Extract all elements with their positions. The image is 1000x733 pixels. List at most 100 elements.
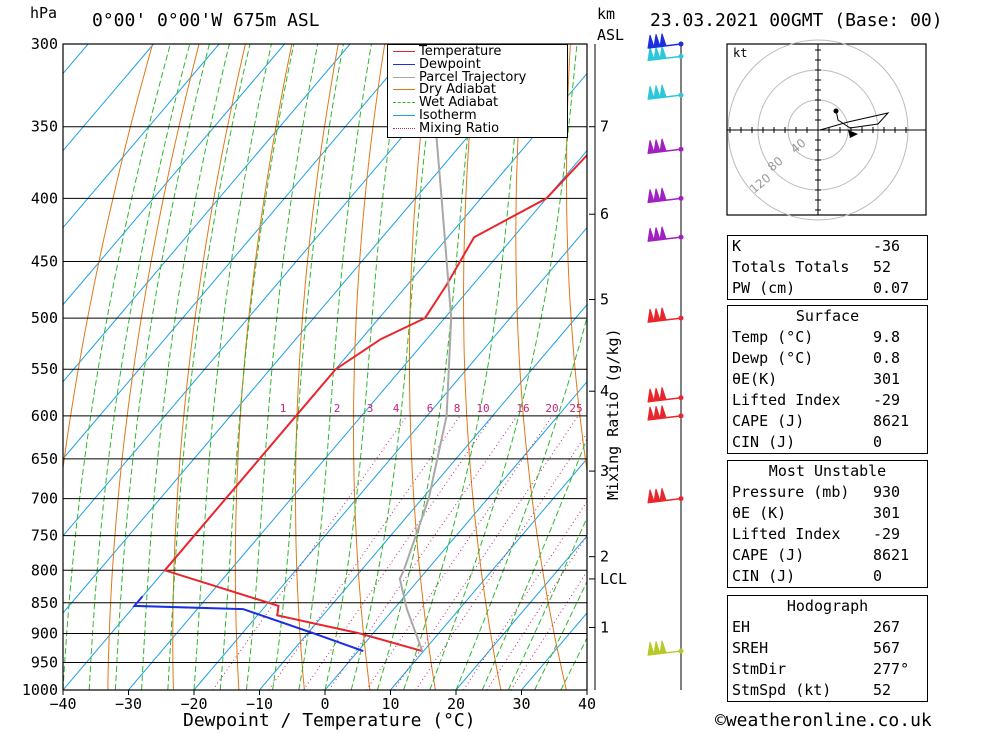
index-label: CIN (J) [732, 567, 796, 585]
wet-adiabat-line [507, 516, 587, 690]
surface-panel: Surface Temp (°C) 9.8 Dewp (°C) 0.8 θE(K) 301… [727, 305, 928, 454]
wet-adiabat-line [324, 44, 403, 690]
mixing-ratio-line [303, 415, 494, 690]
index-label: StmSpd (kt) [732, 681, 832, 699]
hodograph-panel: Hodograph EH 267 SREH 567 StmDir 277° StmSpd (… [727, 595, 928, 702]
mixing-ratio-label: 10 [476, 402, 489, 415]
index-label: Totals Totals [732, 258, 850, 276]
pressure-tick-label: 900 [31, 624, 58, 642]
index-row: StmDir 277° [728, 659, 927, 680]
pressure-tick-label: 850 [31, 594, 58, 612]
dry-adiabat-line [234, 44, 293, 690]
hodograph-unit: kt [733, 46, 748, 60]
legend-entry: Isotherm [388, 109, 567, 122]
pressure-tick-label: 700 [31, 490, 58, 508]
legend-swatch [393, 102, 415, 104]
index-label: Pressure (mb) [732, 483, 850, 501]
wind-barb [647, 187, 684, 204]
mixing-ratio-axis-title: Mixing Ratio (g/kg) [604, 328, 622, 500]
dry-adiabat-line [63, 44, 154, 472]
index-label: θE(K) [732, 370, 778, 388]
mixing-ratio-label: 1 [280, 402, 287, 415]
index-label: Temp (°C) [732, 328, 814, 346]
pressure-unit-label: hPa [30, 4, 58, 22]
index-row: Temp (°C) 9.8 [728, 327, 927, 348]
dry-adiabat-line [353, 44, 386, 690]
index-value: 301 [873, 370, 901, 388]
index-label: CAPE (J) [732, 412, 805, 430]
wet-adiabat-line [219, 44, 295, 690]
index-value: -29 [873, 391, 901, 409]
isotherm-line [324, 380, 587, 690]
mixing-ratio-label: 8 [454, 402, 461, 415]
isotherm-line [63, 44, 220, 229]
km-tick-label: LCL [600, 570, 627, 588]
wet-adiabat-line [534, 580, 587, 690]
series-line-temperature [163, 153, 587, 653]
mixing-ratio-label: 20 [545, 402, 558, 415]
legend-swatch [393, 51, 415, 52]
index-label: Lifted Index [732, 525, 841, 543]
index-value: 0.07 [873, 279, 910, 297]
index-row: SREH 567 [728, 638, 927, 659]
index-row: θE (K) 301 [728, 503, 927, 524]
x-tick-label: 20 [447, 695, 465, 713]
km-unit-label: km [597, 5, 616, 23]
most-unstable-title: Most Unstable [768, 462, 887, 480]
index-row: CIN (J) 0 [728, 432, 927, 453]
mixing-ratio-line [268, 415, 461, 690]
most-unstable-panel: Most Unstable Pressure (mb) 930 θE (K) 301 L… [727, 460, 928, 588]
legend-entry: Dry Adiabat [388, 83, 567, 96]
index-value: 8621 [873, 546, 910, 564]
isotherm-line [63, 44, 416, 460]
index-row: CAPE (J) 8621 [728, 545, 927, 566]
km-tick-label: 3 [600, 462, 609, 480]
index-value: 277° [873, 660, 910, 678]
index-label: K [732, 237, 742, 255]
wind-barb [647, 307, 684, 323]
index-row: Totals Totals 52 [728, 257, 927, 278]
isotherm-line [128, 149, 587, 690]
index-row: K -36 [728, 236, 927, 257]
isotherm-line [63, 44, 154, 152]
index-value: 9.8 [873, 328, 901, 346]
pressure-tick-label: 650 [31, 450, 58, 468]
legend-swatch [393, 89, 415, 91]
legend-entry: Mixing Ratio [388, 122, 567, 135]
pressure-tick-label: 750 [31, 527, 58, 545]
pressure-tick-label: 950 [31, 653, 58, 671]
x-tick-label: 30 [512, 695, 530, 713]
x-tick-label: −30 [115, 695, 142, 713]
legend-label: Isotherm [419, 107, 477, 123]
km-tick-label: 6 [600, 205, 609, 223]
km-tick-label: 5 [600, 291, 609, 309]
legend-swatch [393, 63, 415, 65]
wind-barb [647, 138, 684, 154]
legend-label: Dry Adiabat [419, 82, 496, 98]
isotherm-line [259, 303, 587, 690]
x-tick-label: −10 [246, 695, 273, 713]
legend-swatch [393, 127, 415, 129]
index-value: 0 [873, 567, 883, 585]
pressure-tick-label: 350 [31, 118, 58, 136]
mixing-ratio-line [365, 415, 553, 690]
pressure-tick-label: 400 [31, 189, 58, 207]
x-tick-label: 0 [320, 695, 329, 713]
pressure-tick-label: 550 [31, 360, 58, 378]
wet-adiabat-line [141, 44, 230, 690]
km-tick-label: 4 [600, 382, 609, 400]
index-label: CAPE (J) [732, 546, 805, 564]
wind-barb [647, 488, 684, 504]
hodograph-title: Hodograph [786, 597, 869, 615]
dry-adiabat-line [515, 44, 567, 690]
wet-adiabat-line [350, 44, 438, 690]
index-row: EH 267 [728, 617, 927, 638]
wind-barb [647, 226, 684, 242]
wet-adiabat-line [481, 437, 587, 690]
index-value: 0.8 [873, 349, 901, 367]
site-credit[interactable]: ©weatheronline.co.uk [715, 710, 932, 731]
isotherm-line [63, 44, 285, 306]
legend-swatch [393, 76, 415, 78]
location-label: 0°00' 0°00'W 675m ASL [92, 10, 320, 31]
index-row: Lifted Index -29 [728, 524, 927, 545]
